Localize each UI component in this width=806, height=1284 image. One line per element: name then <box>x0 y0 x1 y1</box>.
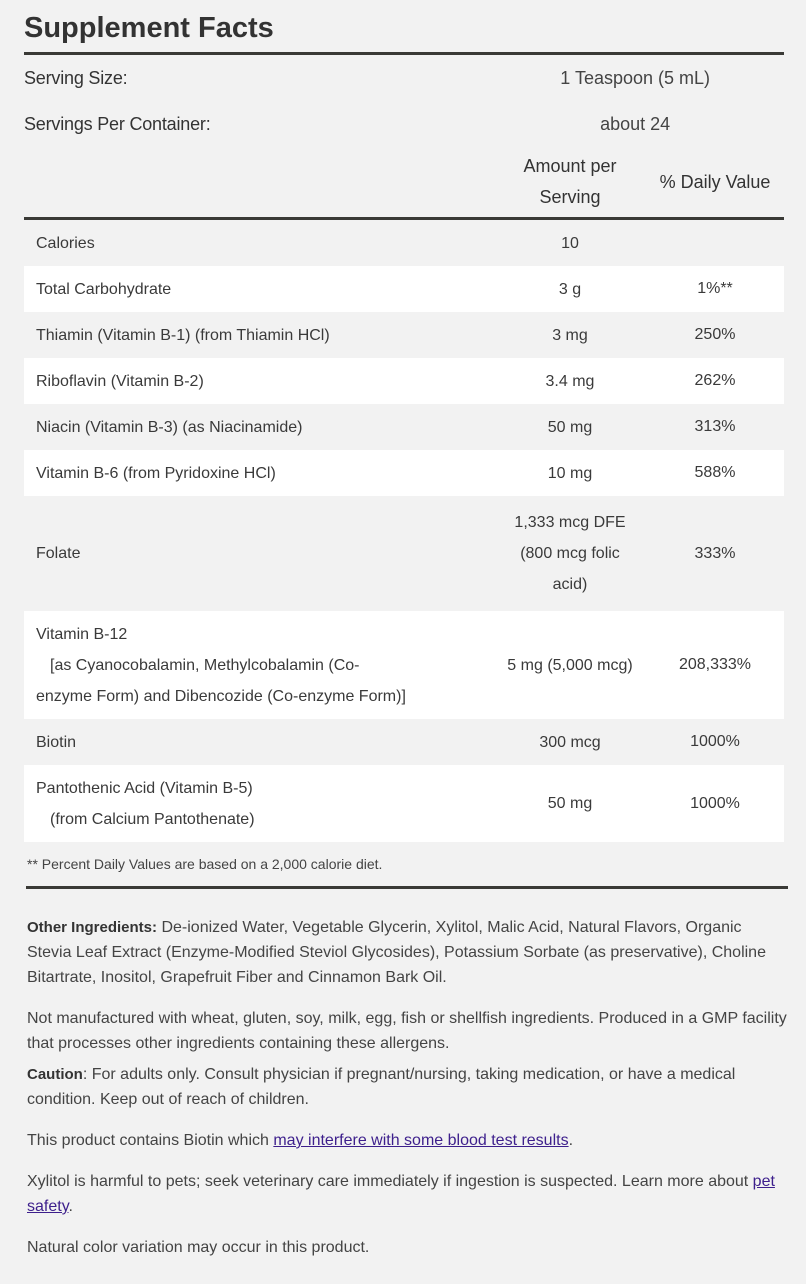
table-row-thiamin: Thiamin (Vitamin B-1) (from Thiamin HCl)… <box>36 326 736 344</box>
allergen-note: Not manufactured with wheat, gluten, soy… <box>27 1010 787 1052</box>
serving-size-value: 1 Teaspoon (5 mL) <box>560 67 711 88</box>
table-row-folate: Folate 1,333 mcg DFE (800 mcg folic acid… <box>36 514 736 593</box>
top-rule <box>24 52 784 55</box>
other-ingredients: Other Ingredients: De-ionized Water, Veg… <box>27 919 766 986</box>
table-row-vitamin-b6: Vitamin B-6 (from Pyridoxine HCl) 10 mg … <box>24 450 784 496</box>
table-row-biotin: Biotin 300 mcg 1000% <box>36 733 740 751</box>
daily-value-header: % Daily Value <box>659 171 771 192</box>
daily-value-footnote: ** Percent Daily Values are based on a 2… <box>27 856 383 872</box>
nutrient-table: Calories 10 Total Carbohydrate 3 g 1%** … <box>24 220 784 842</box>
blood-test-link[interactable]: may interfere with some blood test resul… <box>273 1132 569 1149</box>
caution-note: Caution: For adults only. Consult physic… <box>27 1066 736 1108</box>
page-title: Supplement Facts <box>24 12 274 44</box>
table-row-niacin: Niacin (Vitamin B-3) (as Niacinamide) 50… <box>36 418 736 436</box>
bottom-rule <box>26 886 788 889</box>
servings-per-container-row: Servings Per Container: about 24 <box>24 101 784 147</box>
serving-size-label: Serving Size: <box>24 67 128 88</box>
table-row-pantothenic-acid: Pantothenic Acid (Vitamin B-5) (from Cal… <box>24 765 784 842</box>
column-headers: Amount per Serving % Daily Value <box>24 147 784 217</box>
servings-per-container-label: Servings Per Container: <box>24 113 211 134</box>
xylitol-note: Xylitol is harmful to pets; seek veterin… <box>27 1173 775 1215</box>
color-variation-note: Natural color variation may occur in thi… <box>27 1239 370 1256</box>
table-row-total-carbohydrate: Total Carbohydrate 3 g 1%** <box>24 266 784 312</box>
biotin-note: This product contains Biotin which may i… <box>27 1132 574 1149</box>
pet-safety-link[interactable]: pet safety <box>27 1173 775 1215</box>
table-row-calories: Calories 10 <box>36 234 579 252</box>
table-row-vitamin-b12: Vitamin B-12 [as Cyanocobalamin, Methylc… <box>24 611 784 719</box>
servings-per-container-value: about 24 <box>600 113 671 134</box>
amount-per-serving-header: Amount per Serving <box>523 156 617 207</box>
serving-size-row: Serving Size: 1 Teaspoon (5 mL) <box>24 55 784 101</box>
table-row-riboflavin: Riboflavin (Vitamin B-2) 3.4 mg 262% <box>24 358 784 404</box>
product-notes: Other Ingredients: De-ionized Water, Veg… <box>24 915 787 1260</box>
header-rule <box>24 217 784 220</box>
